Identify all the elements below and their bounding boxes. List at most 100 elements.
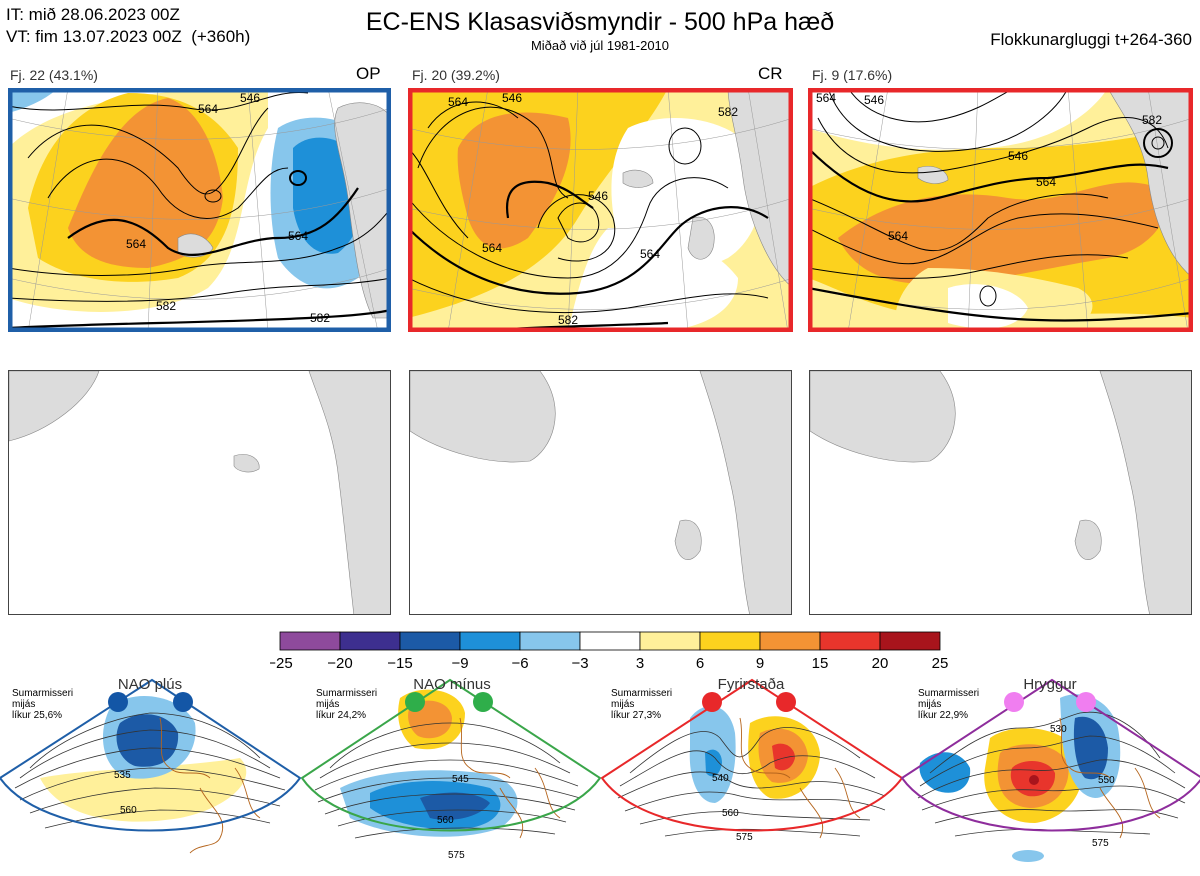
coastlines [739,717,861,839]
colorbar-swatch [339,631,401,651]
colorbar-tick-label: −15 [387,655,412,672]
regime-1-dot [108,692,128,712]
cluster-1-label: Fj. 22 (43.1%) [10,67,98,83]
land-europe [308,371,390,614]
contour-label: 564 [482,241,502,255]
contour-label: 564 [816,91,836,105]
colorbar-swatch [279,631,341,651]
cluster-1-map[interactable]: 564 546 564 564 582 582 [8,88,391,332]
cluster-3-svg: 546 564 546 564 564 582 [808,88,1193,332]
contour-label: 582 [310,311,330,325]
contour-label: 530 [1050,724,1067,735]
colorbar-tick-label: 3 [636,655,644,672]
cluster-2-map[interactable]: 546 564 546 564 564 582 582 [408,88,793,332]
contour-label: 564 [126,237,146,251]
contour-label: 575 [1092,838,1109,849]
contour-label: 575 [736,832,753,843]
colorbar-swatch [879,631,941,651]
land-scandinavia [334,102,391,319]
contour-label: 582 [156,299,176,313]
height-contours [617,727,886,837]
regime-2-prob: líkur 24,2% [316,710,367,721]
land-europe [699,371,791,614]
cluster-1-frame [8,88,391,332]
land-greenland [410,371,556,463]
contour-label: 564 [888,229,908,243]
contour-label: 545 [452,774,469,785]
land-greenland [9,371,100,442]
land-greenland [810,371,956,463]
regime-4-title: Hryggur [1023,676,1077,693]
regime-1-title: NAO plús [117,676,183,693]
colorbar-tick-label: −3 [571,655,588,672]
colorbar: −25 −20 −15 −9 −6 −3 3 6 9 15 20 25 [267,628,960,676]
anomaly-darkred [1029,775,1039,785]
anomaly-blue-west [919,752,971,793]
land-europe [1099,371,1191,614]
header-info: IT: mið 28.06.2023 00Z VT: fim 13.07.202… [6,4,250,48]
anomaly-blue [705,749,722,777]
basemap-1[interactable] [8,370,391,615]
height-contours [8,91,391,330]
regime-4-prob: líkur 22,9% [918,710,969,721]
contour-label: 582 [558,313,578,327]
land-scandinavia [727,88,793,289]
anomaly-white-north [808,88,1108,150]
regimes-row: 535 560 [0,678,1200,871]
land-britain [1074,519,1102,560]
cluster-3-label: Fj. 9 (17.6%) [812,67,893,83]
regime-1-season: Sumarmisseri [12,688,74,699]
cluster-2-tag: CR [758,64,783,83]
contour-labels: 546 564 546 564 564 582 582 [448,91,738,327]
contour-label: 582 [1142,113,1162,127]
colorbar-svg: −25 −20 −15 −9 −6 −3 3 6 9 15 20 25 [267,631,948,672]
regime-4-dot [1004,692,1024,712]
coastlines [1059,717,1161,839]
basemap-3[interactable] [809,370,1192,615]
contour-label: 546 [502,91,522,105]
colorbar-swatch [519,631,581,651]
colorbar-tick-label: −20 [327,655,352,672]
regime-ridge[interactable]: 530 550 575 [900,678,1200,862]
regime-4-basis: mijás [918,699,942,710]
regime-3-info: Sumarmisseri mijás líkur 27,3% [611,688,672,721]
land-iceland [177,233,214,258]
contour-label: 564 [198,102,218,116]
contour-label: 564 [288,229,308,243]
basemap-3-svg [810,371,1191,614]
contour-labels: 564 546 564 564 582 582 [126,91,330,325]
cluster-3-frame [808,88,1193,332]
regime-blocking[interactable]: 540 560 575 [600,678,904,843]
colorbar-swatch [639,631,701,651]
contour-label: 564 [1036,175,1056,189]
contour-label: 535 [114,770,131,781]
colorbar-swatch [579,631,641,651]
regime-1-frame [0,678,302,832]
basemap-2[interactable] [409,370,792,615]
regime-nao-minus[interactable]: 545 560 575 [300,678,602,861]
basemap-1-svg [9,371,390,614]
regime-1-basis: mijás [12,699,36,710]
regime-3-title: Fyrirstaða [717,676,785,693]
land-iceland [233,454,260,473]
regime-3-basis: mijás [611,699,635,710]
colorbar-tick-label: 6 [696,655,704,672]
land-britain [687,216,715,260]
regime-nao-plus[interactable]: 535 560 [0,678,302,854]
page-title: EC-ENS Klasasviðsmyndir - 500 hPa hæð [365,8,835,36]
contour-labels: 546 564 546 564 564 582 [816,91,1162,243]
classification-window: Flokkunargluggi t+264-360 [990,30,1192,49]
land-scandinavia [1107,88,1193,279]
regime-2-dot [473,692,493,712]
cluster-1-svg: 564 546 564 564 582 582 [8,88,391,332]
contour-label: 582 [718,105,738,119]
page-subtitle: Miðað við júl 1981-2010 [530,38,670,53]
regime-2-season: Sumarmisseri [316,688,378,699]
colorbar-swatch [399,631,461,651]
coastlines [459,717,561,839]
regime-3-season: Sumarmisseri [611,688,673,699]
regime-1-prob: líkur 25,6% [12,710,63,721]
regimes-svg: 535 560 [0,678,1200,862]
cluster-3-map[interactable]: 546 564 546 564 564 582 [808,88,1193,332]
regime-1-dot [173,692,193,712]
